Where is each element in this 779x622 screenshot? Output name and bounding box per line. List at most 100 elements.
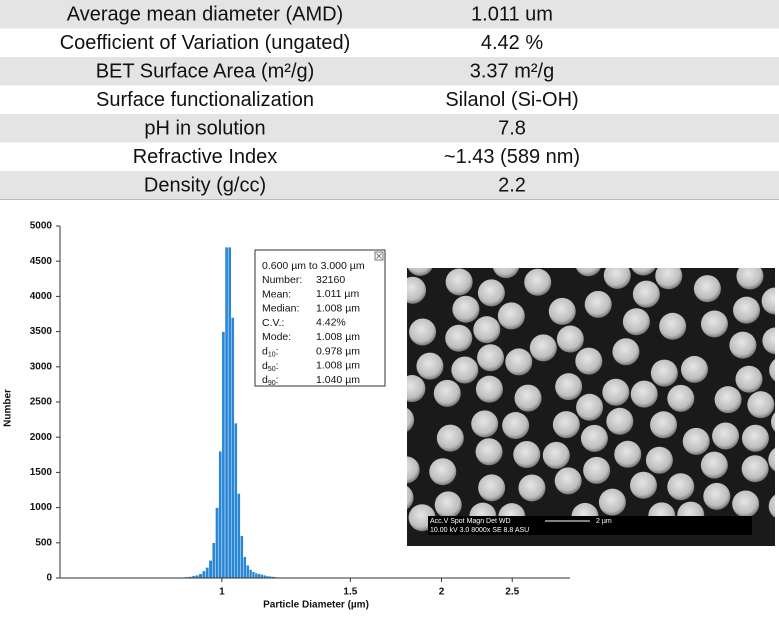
property-value: 2.2 [498,175,526,197]
sphere [409,318,437,346]
x-tick-label: 1.5 [343,587,357,598]
y-tick-label: 1500 [30,467,53,478]
sphere [554,467,582,495]
sphere [667,384,695,412]
stat-label: Mean: [262,288,291,300]
stat-value: 1.011 µm [316,288,359,300]
stat-value: 1.008 µm [316,302,360,314]
stats-box: 0.600 µm to 3.000 µm Number: 32160 Mean: 1.0… [254,249,386,387]
sphere [631,268,656,276]
property-value: 7.8 [498,118,526,140]
sphere [700,310,728,338]
sphere [703,482,731,510]
sphere [659,312,687,340]
sphere [524,268,552,296]
sphere [529,334,557,362]
y-axis-label: Number [3,389,14,427]
stats-title: 0.600 µm to 3.000 µm [262,260,365,272]
sphere [416,352,444,380]
x-axis-label: Particle Diameter (µm) [263,600,369,611]
sphere [475,438,503,466]
bar [218,451,223,579]
sphere [598,488,626,516]
property-value: 1.011 um [471,4,553,26]
sphere [445,268,473,296]
sphere [497,302,525,330]
sphere [606,407,634,435]
property-name: pH in solution [144,118,265,140]
table-row [0,57,779,86]
sphere [769,359,775,382]
bar [212,542,216,579]
sphere [451,356,479,384]
property-value: ~1.43 (589 nm) [444,146,580,168]
sphere [478,474,506,502]
sphere [741,455,769,483]
sphere [768,494,775,518]
sphere [477,344,505,372]
stats-frame [254,249,386,387]
x-tick-label: 2.5 [505,587,519,598]
bar [260,574,264,579]
x-tick-label: 2 [439,587,445,598]
sphere [602,378,630,406]
sphere [770,412,775,432]
y-tick-label: 3500 [30,326,53,337]
bar [240,535,244,579]
stat-label-text: C.V.: [262,317,284,329]
sphere [548,297,576,325]
close-icon-x [376,253,382,259]
sphere [682,427,710,455]
stat-label-text: d [262,345,268,357]
stat-label-text: d [262,360,268,372]
sem-caption-head: Acc.V Spot Magn Det WD [430,518,511,525]
sphere [741,424,769,452]
sphere [632,280,660,308]
stat-value: 0.978 µm [316,345,360,357]
sem-spheres [407,268,775,532]
sphere [735,365,763,393]
sphere [433,379,461,407]
y-tick-label: 500 [35,537,52,548]
bar [237,493,241,579]
property-value: 4.42 % [481,32,543,54]
sphere [407,456,420,484]
sphere [514,384,542,412]
bar [205,567,210,579]
sphere [583,456,611,484]
stat-value: 1.008 µm [316,331,360,343]
property-table: Average mean diameter (AMD) 1.011 um Coeff… [0,0,779,200]
sphere [732,490,760,518]
sphere [612,338,640,366]
property-name: Average mean diameter (AMD) [67,4,343,26]
stat-value: 1.040 µm [316,374,360,386]
table-row [0,28,779,57]
bar [257,573,261,579]
sphere [761,287,775,315]
y-tick-label: 2500 [30,397,53,408]
bar [234,422,238,579]
stat-label-sub: 90 [268,380,276,387]
stat-label: d10: [262,345,279,358]
sphere [714,386,742,414]
sphere [552,411,580,439]
table-row [0,114,779,143]
sphere [555,373,583,401]
stat-label-text: d [262,374,268,386]
sphere [736,268,764,290]
bar [215,507,219,579]
sphere [452,295,480,323]
sphere [614,440,642,468]
sphere [729,331,757,359]
stat-label: Number: [262,274,302,286]
y-tick-label: 3000 [30,361,53,372]
y-tick-label: 4000 [30,291,53,302]
stat-value: 4.42% [316,317,346,329]
sphere [575,347,603,375]
bar [198,573,203,579]
sphere [693,275,721,303]
stat-label-text: Median: [262,302,299,314]
sphere [473,316,501,344]
bar [251,571,256,579]
sphere [445,324,473,352]
